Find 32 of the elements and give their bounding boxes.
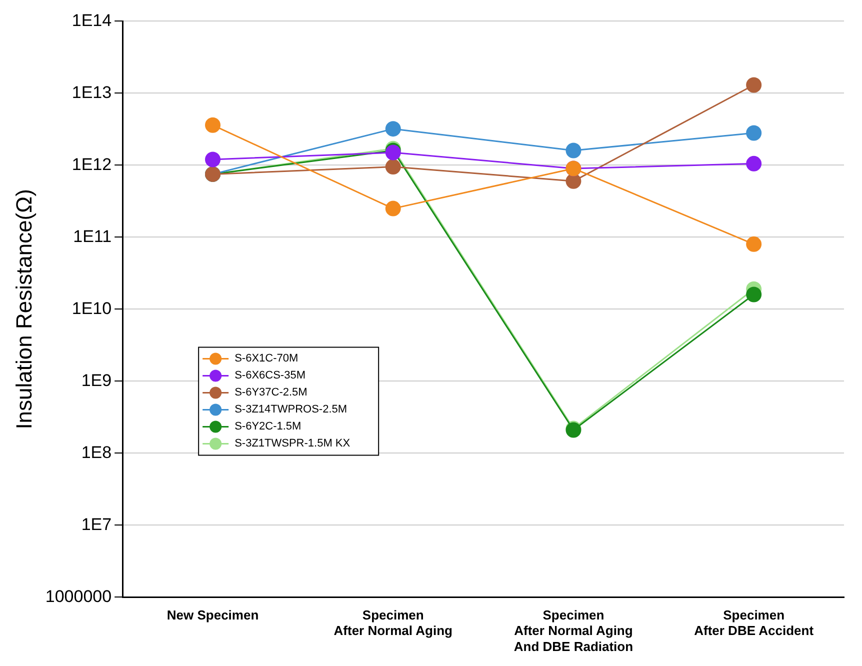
y-tick-label: 1E10 — [72, 298, 112, 318]
x-tick-label: New Specimen — [166, 608, 259, 623]
point — [385, 159, 401, 175]
legend-label: S-6Y37C-2.5M — [234, 386, 308, 399]
legend-label: S-6Y2C-1.5M — [234, 420, 302, 433]
point — [385, 121, 401, 137]
point — [746, 77, 762, 93]
y-tick-label: 1E7 — [81, 514, 112, 534]
y-tick-label: 1000000 — [45, 586, 112, 606]
y-axis-title: Insulation Resistance(Ω) — [11, 189, 36, 430]
y-tick-label: 1E11 — [73, 226, 112, 246]
y-tick-label: 1E9 — [81, 370, 112, 390]
y-tick-label: 1E8 — [81, 442, 112, 462]
y-tick-label: 1E12 — [72, 154, 112, 174]
point — [746, 236, 762, 252]
point — [746, 286, 762, 302]
point — [746, 156, 762, 172]
legend-label: S-3Z1TWSPR-1.5M KX — [234, 438, 351, 450]
x-tick-label: Specimen After DBE Accident — [694, 608, 814, 638]
x-tick-label: Specimen After Normal Aging And DBE Radiation — [514, 608, 634, 654]
y-tick-label: 1E13 — [72, 82, 112, 102]
point — [205, 117, 221, 133]
point — [566, 173, 582, 189]
y-tick-label: 1E14 — [72, 10, 112, 30]
point — [566, 142, 582, 158]
x-tick-label: Specimen After Normal Aging — [334, 608, 453, 638]
legend-label: S-3Z14TWPROS-2.5M — [234, 404, 348, 416]
point — [205, 152, 221, 168]
legend-label: S-6X6CS-35M — [234, 370, 306, 382]
point — [385, 200, 401, 216]
point — [746, 125, 762, 141]
legend-label: S-6X1C-70M — [234, 352, 298, 365]
